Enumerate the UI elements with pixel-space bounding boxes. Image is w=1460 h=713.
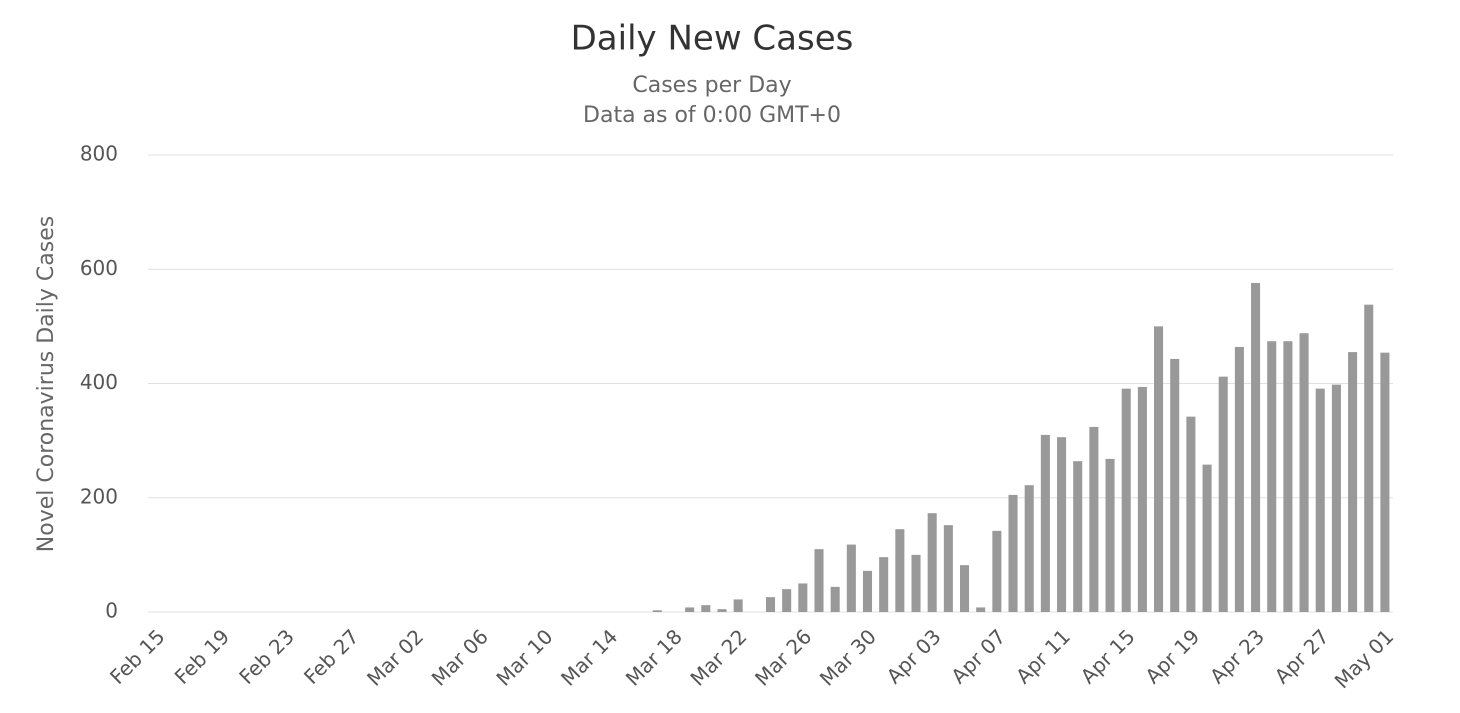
bar — [717, 609, 727, 612]
bar — [652, 610, 662, 612]
bar — [1218, 376, 1228, 612]
bar — [895, 529, 905, 612]
bar — [911, 554, 921, 612]
x-tick-label: Mar 18 — [621, 624, 687, 690]
bar — [1283, 341, 1293, 612]
bar — [701, 605, 711, 612]
bar — [879, 557, 889, 612]
y-axis-title: Novel Coronavirus Daily Cases — [34, 216, 59, 552]
bar — [1251, 282, 1261, 612]
bar — [959, 565, 970, 612]
x-tick-label: Mar 22 — [685, 624, 751, 690]
bar — [927, 513, 937, 612]
x-tick-label: Apr 11 — [1011, 624, 1075, 688]
bar — [1315, 388, 1325, 612]
x-tick-label: Mar 30 — [815, 624, 881, 690]
bar — [1364, 304, 1374, 612]
bar — [798, 583, 808, 612]
bar — [1121, 388, 1131, 612]
bar — [1105, 458, 1115, 612]
bar — [1137, 386, 1147, 612]
x-tick-label: Feb 15 — [105, 624, 170, 689]
chart-title: Daily New Cases — [571, 19, 854, 59]
y-tick-label: 0 — [105, 599, 118, 623]
bar — [1024, 485, 1034, 612]
y-tick-label: 400 — [80, 370, 118, 394]
bar — [1057, 437, 1067, 612]
bar — [976, 607, 986, 612]
bar — [943, 525, 953, 612]
x-tick-label: Mar 26 — [750, 624, 816, 690]
bar — [1234, 346, 1244, 612]
bar — [1380, 352, 1390, 612]
bar — [862, 570, 873, 612]
bar — [733, 599, 743, 612]
x-tick-label: Mar 06 — [427, 624, 493, 690]
bar — [1186, 416, 1196, 612]
x-tick-label: Apr 03 — [882, 624, 946, 688]
bar — [1154, 326, 1164, 612]
x-tick-label: Apr 15 — [1076, 624, 1140, 688]
bar — [1170, 358, 1180, 612]
bar — [685, 607, 695, 612]
chart-subtitle: Cases per Day — [632, 73, 791, 98]
x-tick-label: Apr 23 — [1205, 624, 1269, 688]
x-tick-label: Mar 02 — [362, 624, 428, 690]
bar — [1331, 384, 1341, 612]
y-tick-label: 600 — [80, 256, 118, 280]
y-tick-label: 800 — [80, 142, 118, 166]
bar — [846, 544, 856, 612]
x-tick-label: Feb 23 — [234, 624, 299, 689]
x-tick-label: Feb 27 — [299, 624, 364, 689]
bar — [1089, 426, 1099, 612]
bar — [1202, 464, 1212, 612]
bar — [992, 530, 1002, 612]
bar — [814, 549, 824, 612]
x-tick-label: May 01 — [1330, 624, 1399, 693]
x-tick-label: Feb 19 — [170, 624, 235, 689]
bar — [1073, 461, 1083, 612]
bar — [1040, 434, 1050, 612]
x-tick-label: Apr 27 — [1270, 624, 1334, 688]
bar — [1267, 341, 1277, 612]
bar — [830, 586, 840, 612]
bar — [765, 597, 776, 612]
chart-subtitle: Data as of 0:00 GMT+0 — [583, 103, 841, 128]
x-tick-label: Apr 07 — [946, 624, 1010, 688]
bar — [1348, 352, 1358, 612]
bar — [1299, 333, 1309, 612]
x-tick-label: Apr 19 — [1140, 624, 1204, 688]
bar — [1008, 494, 1018, 612]
y-tick-label: 200 — [80, 484, 118, 508]
x-tick-label: Mar 14 — [556, 624, 622, 690]
bar — [782, 589, 792, 612]
x-tick-label: Mar 10 — [491, 624, 557, 690]
